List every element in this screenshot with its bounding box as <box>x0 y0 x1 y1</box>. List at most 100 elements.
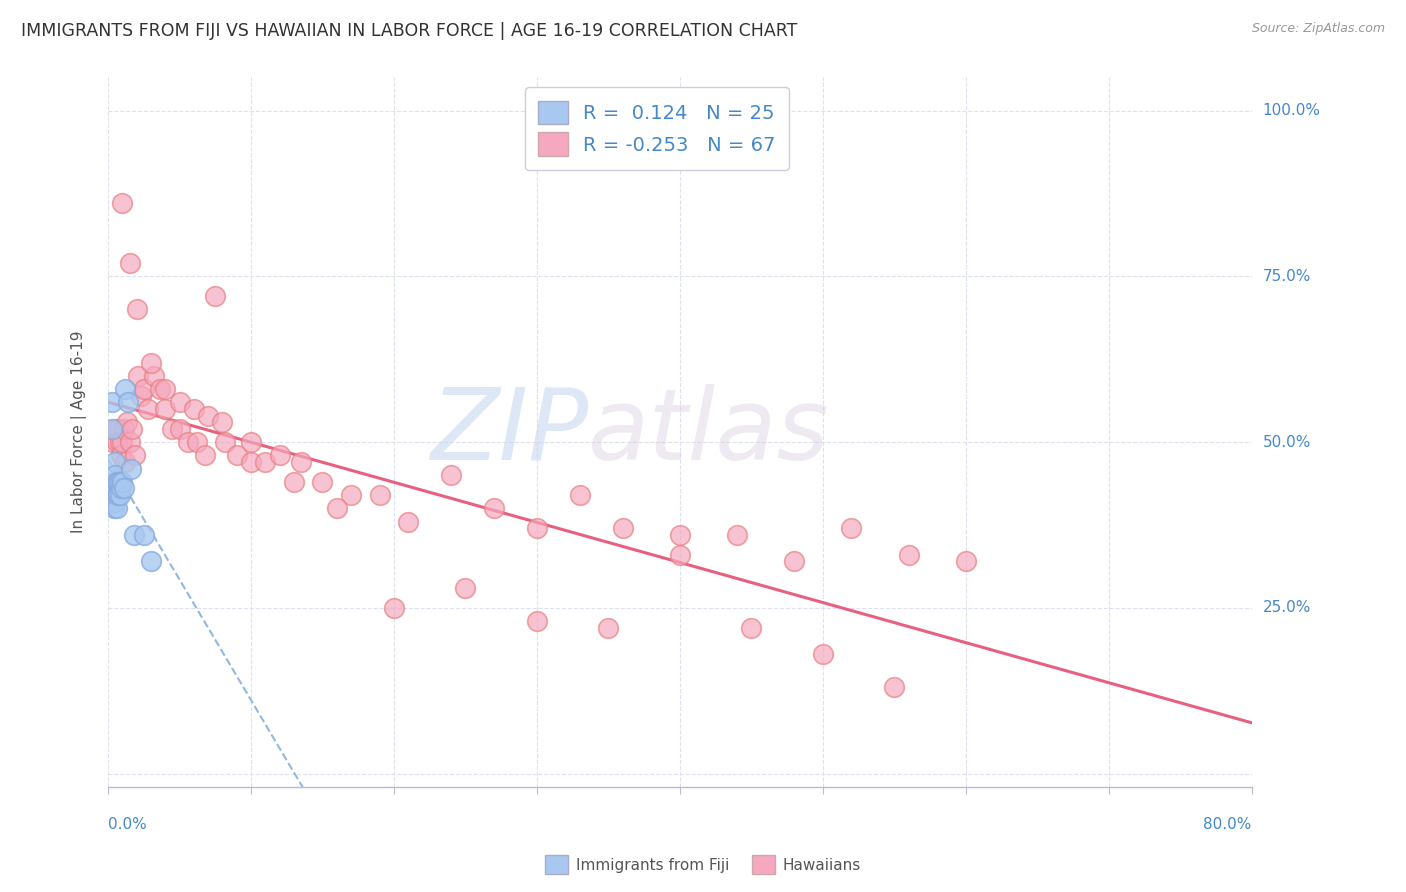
Point <box>169 422 191 436</box>
Point <box>598 621 620 635</box>
Point <box>612 521 634 535</box>
Point <box>103 475 125 489</box>
Point <box>118 435 141 450</box>
Point <box>162 422 184 436</box>
Point <box>139 554 162 568</box>
Point <box>254 455 277 469</box>
Point <box>101 395 124 409</box>
Text: Source: ZipAtlas.com: Source: ZipAtlas.com <box>1251 22 1385 36</box>
Point <box>368 488 391 502</box>
Point <box>148 382 170 396</box>
Point <box>186 435 208 450</box>
Text: 100.0%: 100.0% <box>1263 103 1320 118</box>
Point <box>340 488 363 502</box>
Text: ZIP: ZIP <box>430 384 588 481</box>
Text: 25.0%: 25.0% <box>1263 600 1310 615</box>
Point <box>111 475 134 489</box>
Text: atlas: atlas <box>588 384 830 481</box>
Point <box>240 435 263 450</box>
Point <box>104 422 127 436</box>
Point <box>103 501 125 516</box>
Point <box>105 435 128 450</box>
Point <box>897 548 920 562</box>
Point <box>214 435 236 450</box>
Point <box>132 528 155 542</box>
Point <box>125 302 148 317</box>
Point <box>183 401 205 416</box>
Point <box>114 382 136 396</box>
Point <box>107 422 129 436</box>
Point <box>108 488 131 502</box>
Point <box>526 521 548 535</box>
Legend: Immigrants from Fiji, Hawaiians: Immigrants from Fiji, Hawaiians <box>538 849 868 880</box>
Point <box>526 614 548 628</box>
Point <box>122 528 145 542</box>
Point <box>111 196 134 211</box>
Point <box>112 482 135 496</box>
Point <box>104 495 127 509</box>
Point <box>382 600 405 615</box>
Point <box>132 382 155 396</box>
Point <box>107 488 129 502</box>
Point <box>197 409 219 423</box>
Point <box>725 528 748 542</box>
Point <box>155 401 177 416</box>
Point <box>169 395 191 409</box>
Point <box>326 501 349 516</box>
Point <box>204 289 226 303</box>
Point <box>108 435 131 450</box>
Point <box>121 422 143 436</box>
Point <box>129 389 152 403</box>
Point <box>127 368 149 383</box>
Point <box>396 515 419 529</box>
Point <box>811 647 834 661</box>
Point <box>883 681 905 695</box>
Point <box>240 455 263 469</box>
Point <box>440 468 463 483</box>
Point <box>114 455 136 469</box>
Point <box>283 475 305 489</box>
Point <box>103 488 125 502</box>
Point <box>105 501 128 516</box>
Point <box>155 382 177 396</box>
Point <box>177 435 200 450</box>
Point <box>107 475 129 489</box>
Point <box>211 415 233 429</box>
Point <box>101 435 124 450</box>
Point <box>108 475 131 489</box>
Point <box>142 368 165 383</box>
Text: 50.0%: 50.0% <box>1263 434 1310 450</box>
Point <box>139 355 162 369</box>
Legend: R =  0.124   N = 25, R = -0.253   N = 67: R = 0.124 N = 25, R = -0.253 N = 67 <box>524 87 789 169</box>
Point <box>454 581 477 595</box>
Point <box>269 448 291 462</box>
Point <box>101 422 124 436</box>
Point <box>104 468 127 483</box>
Point <box>105 488 128 502</box>
Text: 80.0%: 80.0% <box>1204 817 1251 832</box>
Point <box>120 461 142 475</box>
Point <box>105 475 128 489</box>
Point <box>112 422 135 436</box>
Point <box>115 415 138 429</box>
Point <box>104 455 127 469</box>
Point <box>841 521 863 535</box>
Point <box>194 448 217 462</box>
Point <box>111 435 134 450</box>
Point <box>290 455 312 469</box>
Point <box>136 401 159 416</box>
Point <box>117 395 139 409</box>
Point <box>124 448 146 462</box>
Y-axis label: In Labor Force | Age 16-19: In Labor Force | Age 16-19 <box>72 331 87 533</box>
Point <box>955 554 977 568</box>
Point <box>783 554 806 568</box>
Point <box>482 501 505 516</box>
Text: 0.0%: 0.0% <box>108 817 146 832</box>
Point <box>669 548 692 562</box>
Point <box>225 448 247 462</box>
Point <box>110 448 132 462</box>
Point <box>669 528 692 542</box>
Point <box>311 475 333 489</box>
Point <box>740 621 762 635</box>
Text: 75.0%: 75.0% <box>1263 268 1310 284</box>
